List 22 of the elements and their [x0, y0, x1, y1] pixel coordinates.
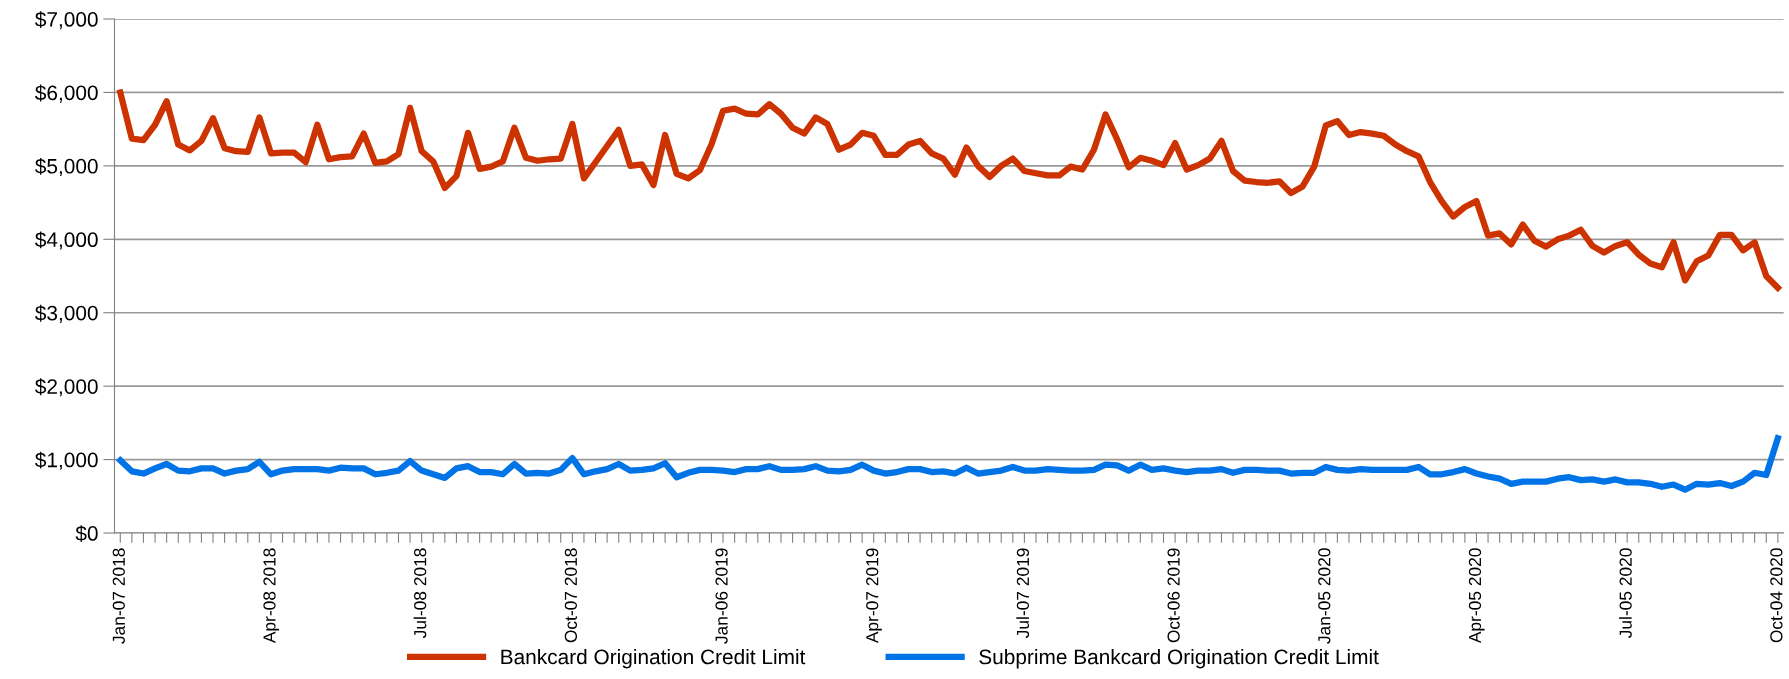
x-tick-label: Jan-07 2018	[112, 548, 125, 644]
y-tick-label: $6,000	[35, 84, 98, 103]
x-tick-label: Jan-06 2019	[715, 548, 728, 644]
x-tick-label: Jan-05 2020	[1318, 548, 1331, 644]
x-tick-label: Jul-08 2018	[413, 548, 427, 639]
y-tick-label: $1,000	[35, 451, 98, 470]
y-tick-label: $7,000	[35, 11, 98, 30]
x-tick-label: Oct-06 2019	[1167, 548, 1180, 643]
y-tick-label: $5,000	[35, 158, 98, 177]
y-tick-label: $2,000	[35, 378, 98, 397]
legend-label: Bankcard Origination Credit Limit	[501, 648, 806, 669]
x-tick-label: Apr-07 2019	[866, 548, 882, 644]
x-tick-label: Oct-07 2018	[564, 548, 578, 643]
y-tick-label: $3,000	[35, 304, 98, 323]
y-tick-label: $0	[75, 525, 98, 543]
x-tick-label: Jul-07 2019	[1016, 548, 1030, 639]
x-tick-label: Jul-05 2020	[1619, 548, 1632, 639]
x-tick-label: Oct-04 2020	[1770, 548, 1783, 643]
y-tick-label: $4,000	[35, 231, 98, 250]
legend-label: Subprime Bankcard Origination Credit Limit	[979, 648, 1379, 669]
x-tick-label: Apr-08 2018	[263, 548, 280, 644]
x-tick-label: Apr-05 2020	[1468, 548, 1485, 644]
